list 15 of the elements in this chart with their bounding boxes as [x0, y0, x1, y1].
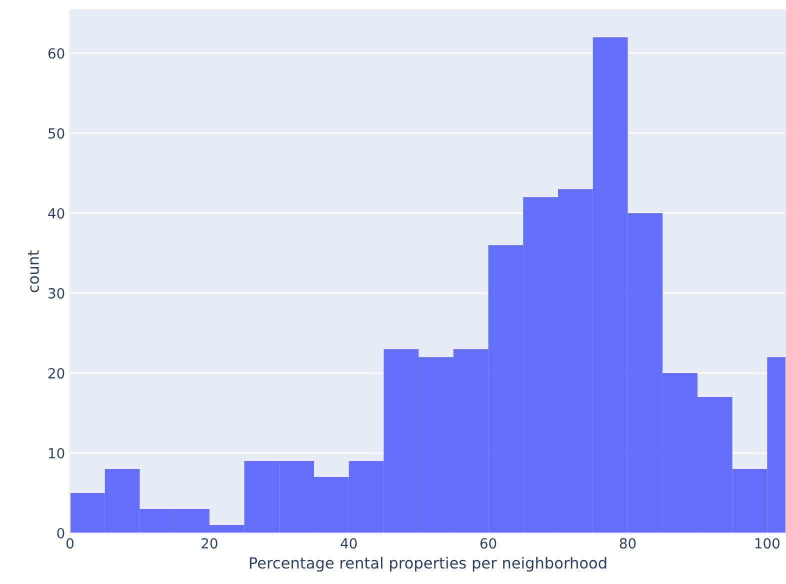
y-tick-label: 30 — [48, 288, 64, 299]
x-tick-label: 100 — [755, 538, 780, 549]
y-tick-label: 10 — [48, 448, 64, 459]
x-tick-label: 20 — [202, 538, 218, 549]
x-tick-label: 80 — [620, 538, 636, 549]
y-tick-label: 60 — [48, 48, 64, 59]
x-axis-title: Percentage rental properties per neighborhood — [250, 556, 606, 572]
y-axis-title: count — [28, 250, 39, 292]
x-tick-label: 60 — [480, 538, 496, 549]
y-tick-label: 20 — [48, 368, 64, 379]
x-tick-label: 0 — [66, 538, 74, 549]
y-tick-label: 0 — [57, 528, 64, 538]
y-tick-label: 50 — [48, 128, 64, 139]
y-tick-label: 40 — [48, 208, 64, 219]
x-tick-label: 40 — [340, 538, 357, 549]
